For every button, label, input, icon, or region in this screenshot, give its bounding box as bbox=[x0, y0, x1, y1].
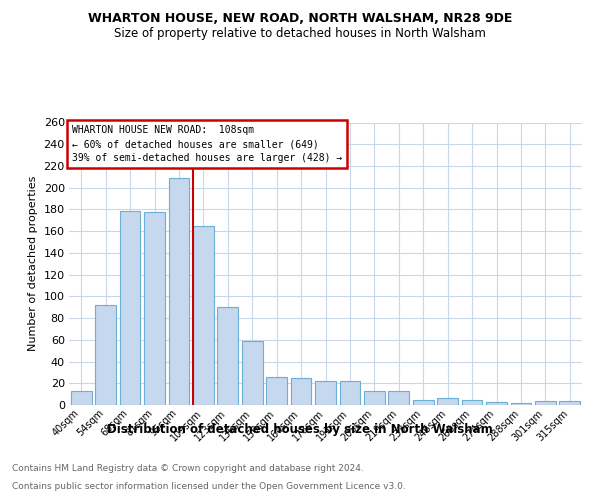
Text: Size of property relative to detached houses in North Walsham: Size of property relative to detached ho… bbox=[114, 28, 486, 40]
Text: Contains HM Land Registry data © Crown copyright and database right 2024.: Contains HM Land Registry data © Crown c… bbox=[12, 464, 364, 473]
Bar bbox=[535, 400, 556, 405]
Bar bbox=[193, 226, 214, 405]
Text: WHARTON HOUSE, NEW ROAD, NORTH WALSHAM, NR28 9DE: WHARTON HOUSE, NEW ROAD, NORTH WALSHAM, … bbox=[88, 12, 512, 26]
Bar bbox=[144, 212, 165, 405]
Bar bbox=[559, 400, 580, 405]
Bar bbox=[388, 391, 409, 405]
Bar bbox=[437, 398, 458, 405]
Bar bbox=[413, 400, 434, 405]
Bar bbox=[290, 378, 311, 405]
Bar bbox=[511, 403, 532, 405]
Text: WHARTON HOUSE NEW ROAD:  108sqm
← 60% of detached houses are smaller (649)
39% o: WHARTON HOUSE NEW ROAD: 108sqm ← 60% of … bbox=[71, 126, 342, 164]
Bar bbox=[242, 341, 263, 405]
Bar bbox=[461, 400, 482, 405]
Bar bbox=[486, 402, 507, 405]
Text: Distribution of detached houses by size in North Walsham: Distribution of detached houses by size … bbox=[107, 422, 493, 436]
Bar bbox=[340, 381, 361, 405]
Text: Contains public sector information licensed under the Open Government Licence v3: Contains public sector information licen… bbox=[12, 482, 406, 491]
Bar bbox=[217, 307, 238, 405]
Y-axis label: Number of detached properties: Number of detached properties bbox=[28, 176, 38, 352]
Bar bbox=[71, 391, 92, 405]
Bar bbox=[364, 391, 385, 405]
Bar bbox=[95, 305, 116, 405]
Bar bbox=[119, 210, 140, 405]
Bar bbox=[266, 377, 287, 405]
Bar bbox=[315, 381, 336, 405]
Bar bbox=[169, 178, 190, 405]
